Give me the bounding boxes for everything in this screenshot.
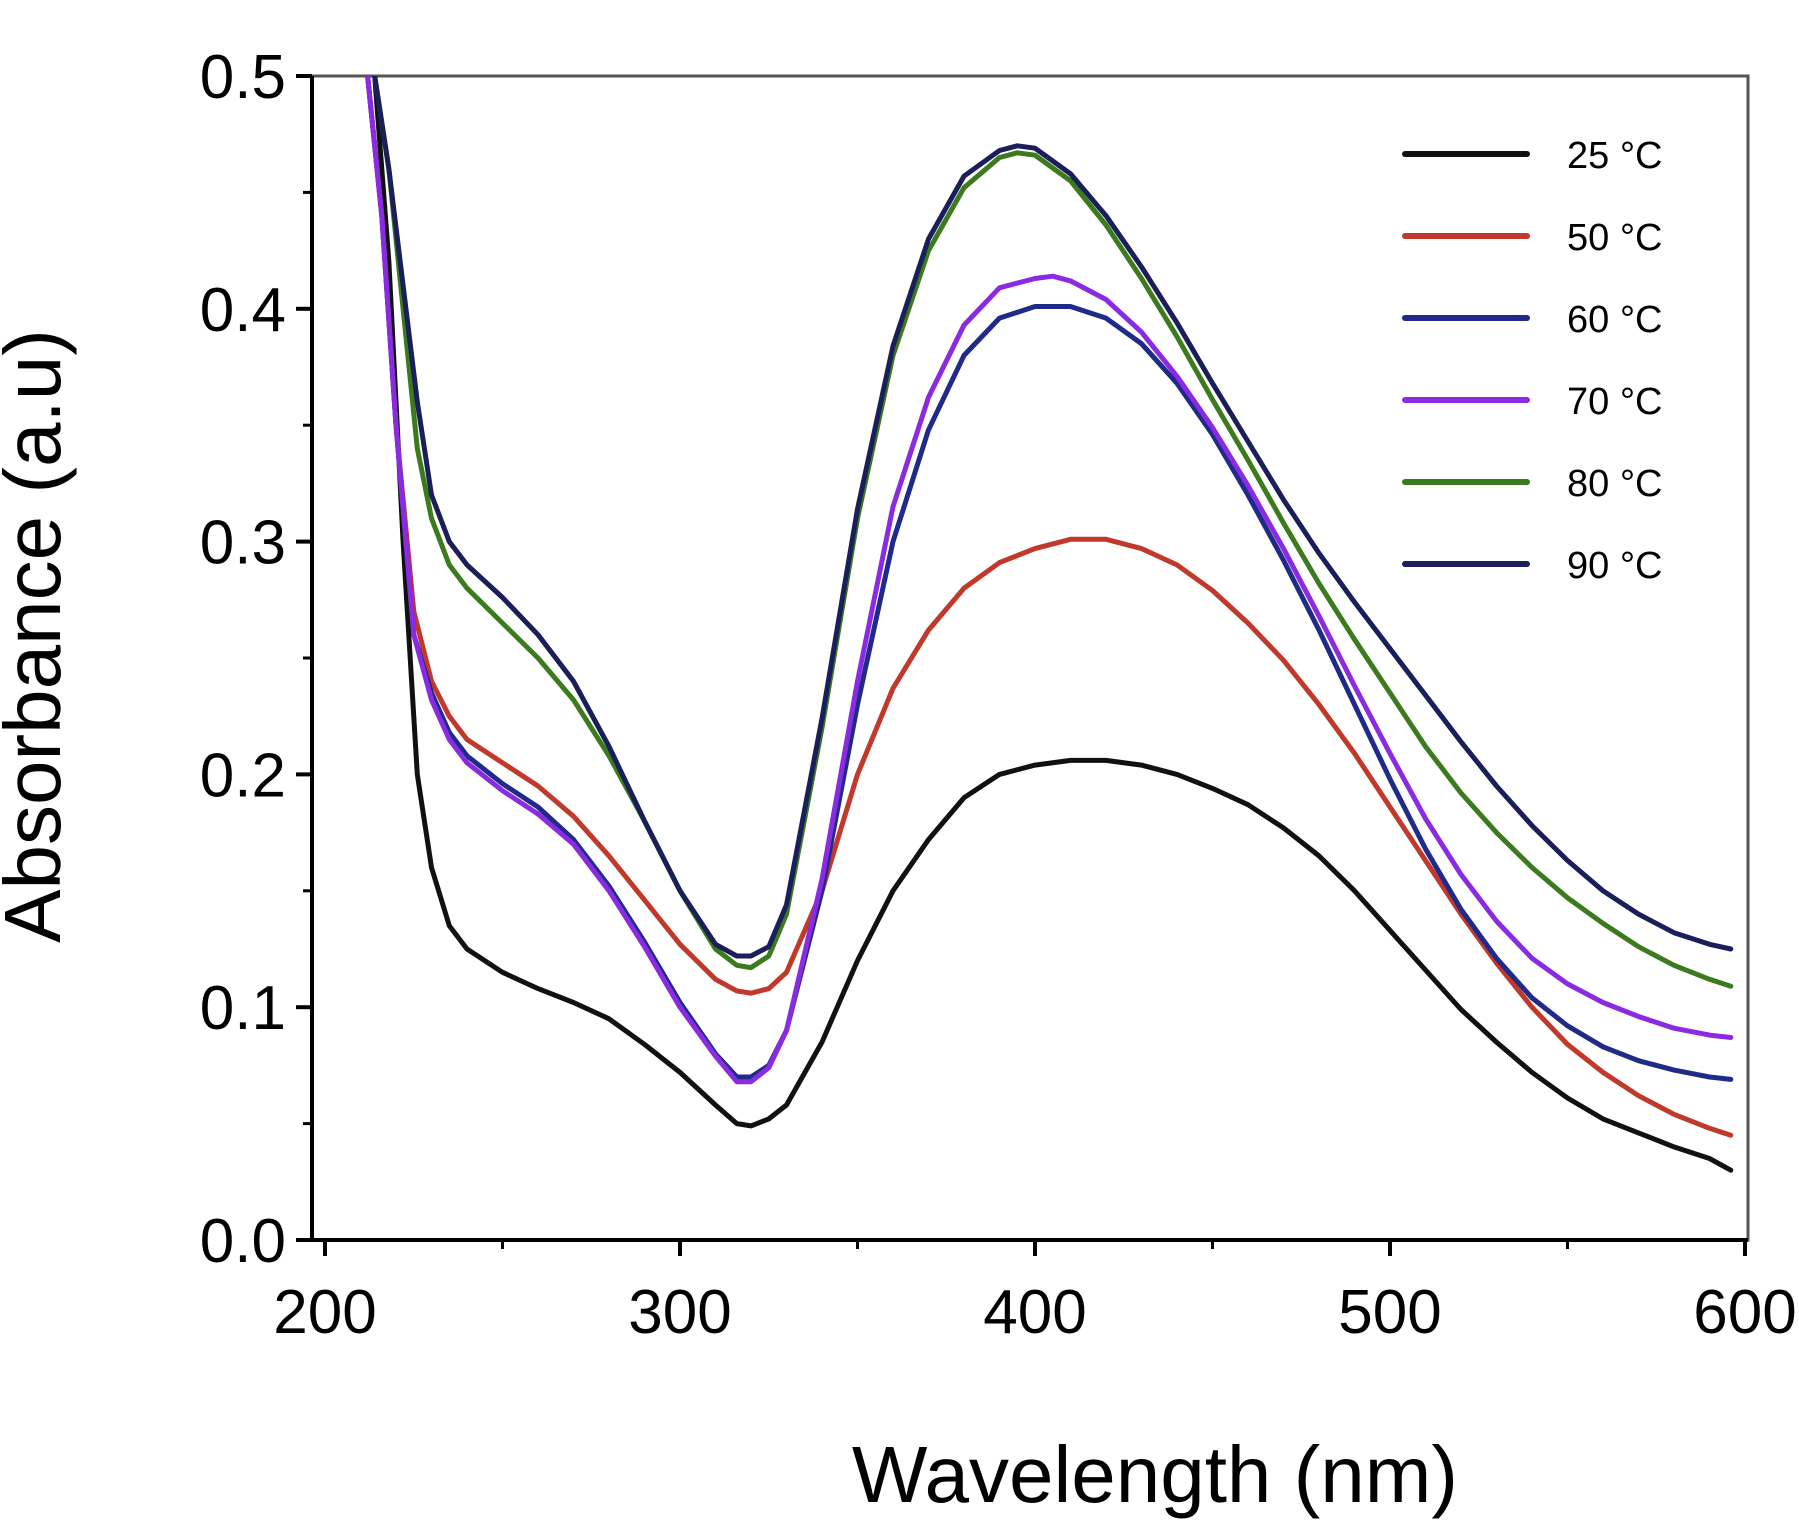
plot-area — [310, 74, 1750, 1242]
x-tick-label: 600 — [1693, 1278, 1796, 1347]
axes: 0.0 0.1 0.2 0.3 0.4 0.5 200 300 400 500 600 — [200, 43, 1797, 1347]
y-tick-label: 0.2 — [200, 741, 286, 810]
y-tick-label: 0.0 — [200, 1207, 286, 1276]
y-axis-label: Absorbance (a.u) — [0, 329, 77, 943]
x-tick-label: 300 — [628, 1278, 731, 1347]
x-tick-label: 400 — [983, 1278, 1086, 1347]
series-line-6 — [372, 76, 1734, 959]
legend-label-4: 70 °C — [1567, 381, 1662, 423]
y-tick-label: 0.1 — [200, 974, 286, 1043]
series-line-1 — [372, 76, 1734, 1173]
series-layer — [365, 76, 1734, 1173]
legend-label-2: 50 °C — [1567, 217, 1662, 259]
y-tick-label: 0.5 — [200, 43, 286, 112]
x-axis-label: Wavelength (nm) — [852, 1430, 1458, 1519]
series-line-3 — [365, 76, 1734, 1082]
y-tick-label: 0.4 — [200, 276, 286, 345]
legend-label-6: 90 °C — [1567, 545, 1662, 587]
legend: 25 °C 50 °C 60 °C 70 °C 80 °C 90 °C — [1402, 135, 1662, 587]
legend-label-5: 80 °C — [1567, 463, 1662, 505]
x-tick-label: 500 — [1338, 1278, 1441, 1347]
series-line-5 — [372, 76, 1734, 989]
y-tick-label: 0.3 — [200, 509, 286, 578]
legend-label-1: 25 °C — [1567, 135, 1662, 177]
legend-label-3: 60 °C — [1567, 299, 1662, 341]
series-line-4 — [365, 76, 1734, 1085]
x-tick-label: 200 — [273, 1278, 376, 1347]
series-line-2 — [365, 76, 1734, 1138]
